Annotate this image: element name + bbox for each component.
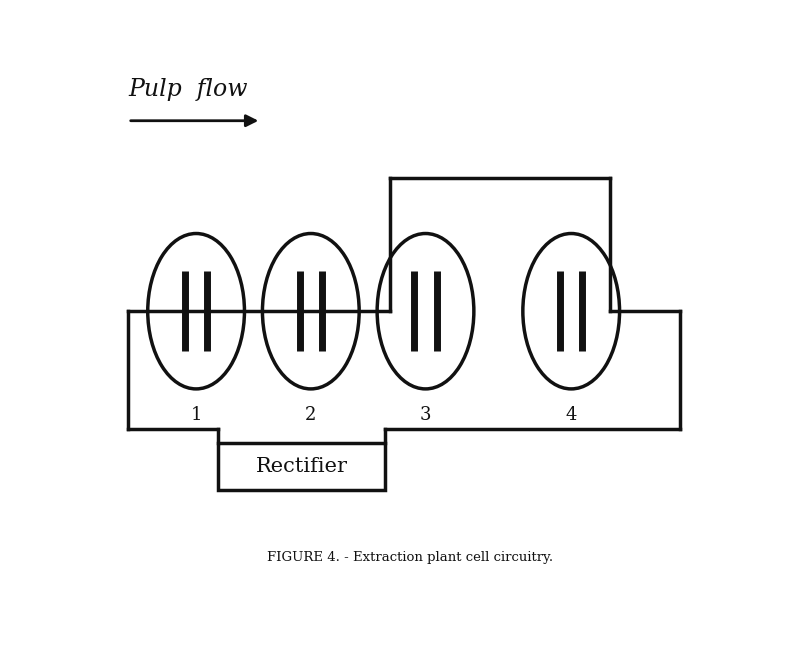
Text: Pulp  flow: Pulp flow bbox=[128, 77, 247, 101]
Text: FIGURE 4. - Extraction plant cell circuitry.: FIGURE 4. - Extraction plant cell circui… bbox=[267, 551, 553, 564]
FancyBboxPatch shape bbox=[218, 443, 386, 490]
Text: 4: 4 bbox=[566, 406, 577, 424]
Text: 2: 2 bbox=[305, 406, 317, 424]
Text: 1: 1 bbox=[190, 406, 202, 424]
Text: Rectifier: Rectifier bbox=[255, 457, 347, 476]
Text: 3: 3 bbox=[420, 406, 431, 424]
